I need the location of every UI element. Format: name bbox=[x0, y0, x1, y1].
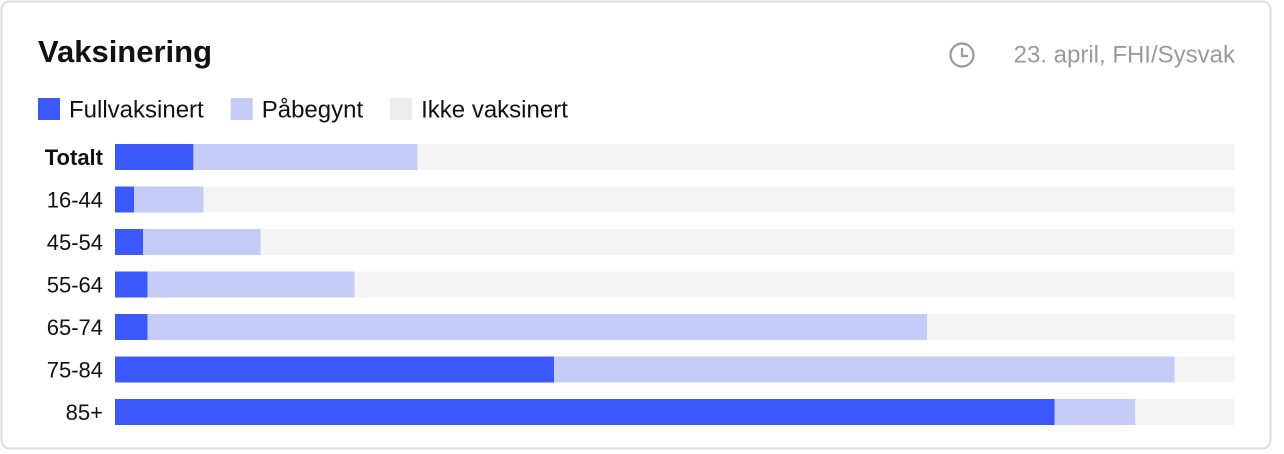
bar-segment bbox=[147, 271, 355, 298]
clock-icon bbox=[949, 42, 975, 68]
bar-segment bbox=[554, 356, 1175, 383]
bar-segment bbox=[1135, 399, 1235, 425]
bar-segment bbox=[1174, 356, 1235, 383]
legend-label: Påbegynt bbox=[262, 96, 364, 123]
y-tick-label: 16-44 bbox=[47, 187, 103, 212]
legend-label: Ikke vaksinert bbox=[421, 96, 568, 123]
bar-segment bbox=[203, 186, 1236, 213]
bar-segment bbox=[115, 314, 148, 340]
bar-segment bbox=[260, 229, 1236, 255]
bar-segment bbox=[927, 314, 1235, 340]
y-tick-label: 45-54 bbox=[47, 230, 103, 255]
bar-segment bbox=[417, 144, 1235, 170]
bar-segment bbox=[134, 186, 204, 213]
bar-segment bbox=[115, 186, 135, 213]
bar-segment bbox=[147, 314, 928, 340]
bar-segment bbox=[143, 229, 261, 255]
legend-swatch bbox=[38, 98, 60, 120]
legend-swatch bbox=[230, 98, 253, 120]
y-tick-label: 75-84 bbox=[47, 357, 103, 382]
bar-segment bbox=[193, 144, 418, 170]
y-tick-label: 85+ bbox=[66, 400, 103, 425]
y-tick-label: Totalt bbox=[45, 145, 104, 170]
legend-label: Fullvaksinert bbox=[69, 96, 204, 123]
bar-segment bbox=[1054, 399, 1136, 425]
y-tick-label: 55-64 bbox=[47, 272, 103, 297]
legend-swatch bbox=[390, 98, 413, 120]
bar-segment bbox=[354, 271, 1235, 298]
bar-segment bbox=[115, 144, 194, 170]
chart-title: Vaksinering bbox=[38, 34, 212, 69]
bar-segment bbox=[115, 399, 1055, 425]
y-tick-label: 65-74 bbox=[47, 315, 103, 340]
source: 23. april, FHI/Sysvak bbox=[1014, 41, 1236, 68]
bar-segment bbox=[115, 356, 555, 383]
bar-segment bbox=[115, 229, 143, 255]
bar-segment bbox=[115, 271, 148, 298]
